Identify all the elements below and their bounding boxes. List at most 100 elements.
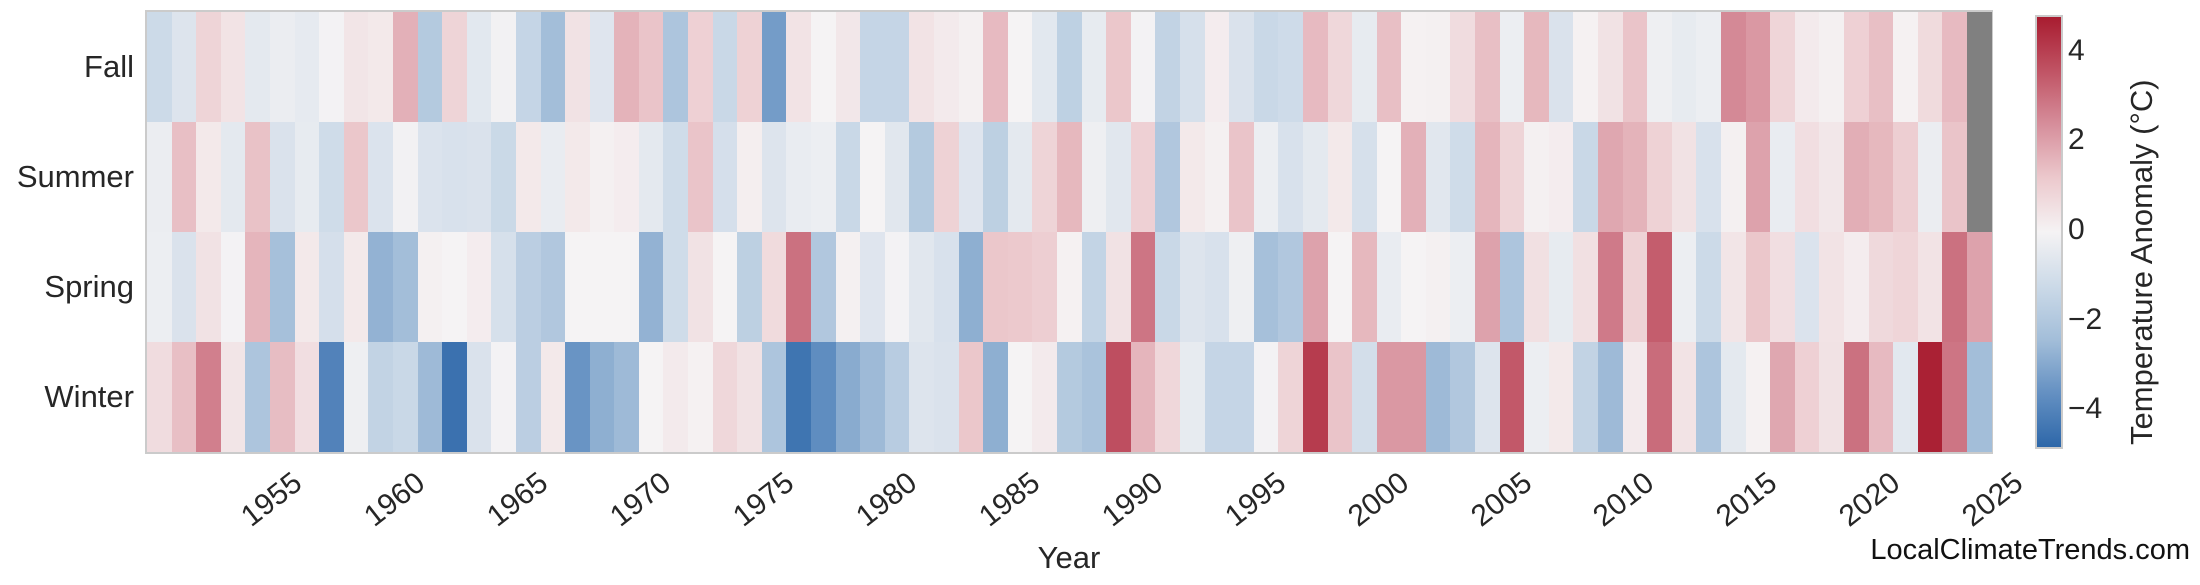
heatmap-cell-spring-2016 xyxy=(1770,232,1795,342)
x-tick-label-2010: 2010 xyxy=(1587,466,1661,534)
x-tick-label-2025: 2025 xyxy=(1956,466,2030,534)
heatmap-cell-spring-2015 xyxy=(1745,232,1771,342)
x-tick-label-1975: 1975 xyxy=(727,466,800,534)
heatmap-cell-winter-2016 xyxy=(1770,342,1795,452)
heatmap-cell-spring-1990 xyxy=(1130,232,1156,342)
heatmap-cell-spring-2000 xyxy=(1376,232,1402,342)
heatmap-cell-winter-2023 xyxy=(1942,342,1967,452)
heatmap-cell-fall-2008 xyxy=(1573,12,1599,122)
heatmap-cell-spring-1992 xyxy=(1179,232,1205,342)
heatmap-cell-summer-2003 xyxy=(1450,122,1476,232)
heatmap-cell-spring-1962 xyxy=(442,232,467,342)
heatmap-cell-fall-1977 xyxy=(811,12,836,122)
heatmap-cell-spring-2001 xyxy=(1401,232,1426,342)
heatmap-cell-winter-1990 xyxy=(1130,342,1156,452)
heatmap-cell-spring-2023 xyxy=(1942,232,1967,342)
heatmap-cell-summer-1973 xyxy=(712,122,738,232)
heatmap-cell-fall-1984 xyxy=(983,12,1008,122)
heatmap-cell-fall-1964 xyxy=(491,12,516,122)
heatmap-cell-summer-1995 xyxy=(1253,122,1279,232)
heatmap-cell-winter-1980 xyxy=(884,342,910,452)
heatmap-cell-spring-1989 xyxy=(1106,232,1131,342)
heatmap-cell-fall-1962 xyxy=(442,12,467,122)
heatmap-cell-winter-1984 xyxy=(983,342,1008,452)
heatmap-cell-summer-1997 xyxy=(1302,122,1328,232)
heatmap-cell-winter-1973 xyxy=(712,342,738,452)
heatmap-cell-fall-1993 xyxy=(1204,12,1230,122)
heatmap-cell-spring-1961 xyxy=(417,232,443,342)
heatmap-cell-summer-1982 xyxy=(934,122,959,232)
heatmap-cell-winter-1978 xyxy=(835,342,861,452)
heatmap-cell-fall-1958 xyxy=(343,12,369,122)
heatmap-cell-winter-1986 xyxy=(1032,342,1057,452)
heatmap-cell-winter-1962 xyxy=(442,342,467,452)
heatmap-cell-winter-2015 xyxy=(1745,342,1771,452)
heatmap-cell-winter-2008 xyxy=(1573,342,1599,452)
heatmap-cell-summer-1989 xyxy=(1106,122,1131,232)
heatmap-cell-fall-2002 xyxy=(1425,12,1451,122)
heatmap-cell-spring-1965 xyxy=(515,232,541,342)
colorbar-tick-label-2: 2 xyxy=(2068,123,2085,157)
heatmap-cell-summer-1993 xyxy=(1204,122,1230,232)
heatmap-cell-fall-1954 xyxy=(245,12,270,122)
heatmap-cell-summer-2017 xyxy=(1794,122,1820,232)
heatmap-cell-summer-2015 xyxy=(1745,122,1771,232)
heatmap-cell-summer-2002 xyxy=(1425,122,1451,232)
heatmap-cell-fall-1992 xyxy=(1179,12,1205,122)
heatmap-cell-winter-1979 xyxy=(860,342,885,452)
heatmap-cell-summer-2018 xyxy=(1819,122,1844,232)
heatmap-cell-fall-1988 xyxy=(1081,12,1107,122)
heatmap-cell-fall-1967 xyxy=(565,12,590,122)
heatmap-cell-fall-2000 xyxy=(1376,12,1402,122)
heatmap-cell-summer-2023 xyxy=(1942,122,1967,232)
heatmap-cell-winter-1963 xyxy=(466,342,492,452)
heatmap-cell-spring-1987 xyxy=(1056,232,1082,342)
heatmap-cell-spring-1993 xyxy=(1204,232,1230,342)
heatmap-cell-fall-1969 xyxy=(614,12,639,122)
heatmap-cell-fall-2005 xyxy=(1499,12,1525,122)
heatmap-cell-fall-2004 xyxy=(1475,12,1500,122)
heatmap-cell-winter-2013 xyxy=(1696,342,1721,452)
heatmap-cell-summer-1994 xyxy=(1229,122,1254,232)
heatmap-cell-fall-2010 xyxy=(1622,12,1648,122)
heatmap-cell-fall-1953 xyxy=(220,12,246,122)
heatmap-cell-spring-1972 xyxy=(688,232,713,342)
heatmap-cell-fall-1990 xyxy=(1130,12,1156,122)
heatmap-cell-fall-1982 xyxy=(934,12,959,122)
heatmap-cell-summer-1971 xyxy=(663,122,689,232)
heatmap-cell-summer-2011 xyxy=(1647,122,1672,232)
heatmap-cell-winter-1952 xyxy=(196,342,221,452)
heatmap-cell-fall-1965 xyxy=(515,12,541,122)
heatmap-cell-winter-1968 xyxy=(589,342,615,452)
heatmap-cell-summer-1980 xyxy=(884,122,910,232)
heatmap-cell-fall-1998 xyxy=(1327,12,1353,122)
heatmap-cell-spring-1973 xyxy=(712,232,738,342)
heatmap-cell-fall-2019 xyxy=(1843,12,1869,122)
heatmap-cell-summer-1990 xyxy=(1130,122,1156,232)
heatmap-cell-summer-1959 xyxy=(368,122,393,232)
heatmap-cell-fall-1955 xyxy=(269,12,295,122)
heatmap-cell-summer-1976 xyxy=(786,122,812,232)
heatmap-cell-summer-2008 xyxy=(1573,122,1599,232)
heatmap-cell-summer-1967 xyxy=(565,122,590,232)
heatmap-cell-spring-1967 xyxy=(565,232,590,342)
x-tick-label-1980: 1980 xyxy=(850,466,923,534)
heatmap-cell-winter-1951 xyxy=(171,342,197,452)
heatmap-cell-spring-2011 xyxy=(1647,232,1672,342)
heatmap-cell-summer-2000 xyxy=(1376,122,1402,232)
heatmap-cell-summer-1977 xyxy=(811,122,836,232)
x-tick-label-2015: 2015 xyxy=(1710,466,1784,534)
heatmap-cell-winter-1956 xyxy=(294,342,320,452)
heatmap-cell-fall-1971 xyxy=(663,12,689,122)
heatmap-cell-winter-1957 xyxy=(319,342,344,452)
heatmap-cell-summer-2005 xyxy=(1499,122,1525,232)
heatmap-cell-winter-1965 xyxy=(515,342,541,452)
heatmap-cell-fall-2017 xyxy=(1794,12,1820,122)
heatmap-cell-fall-1986 xyxy=(1032,12,1057,122)
heatmap-cell-winter-1989 xyxy=(1106,342,1131,452)
heatmap-cell-summer-2001 xyxy=(1401,122,1426,232)
heatmap-cell-summer-2006 xyxy=(1524,122,1549,232)
heatmap-cell-summer-1984 xyxy=(983,122,1008,232)
heatmap-cell-winter-1985 xyxy=(1007,342,1033,452)
heatmap-cell-summer-1969 xyxy=(614,122,639,232)
